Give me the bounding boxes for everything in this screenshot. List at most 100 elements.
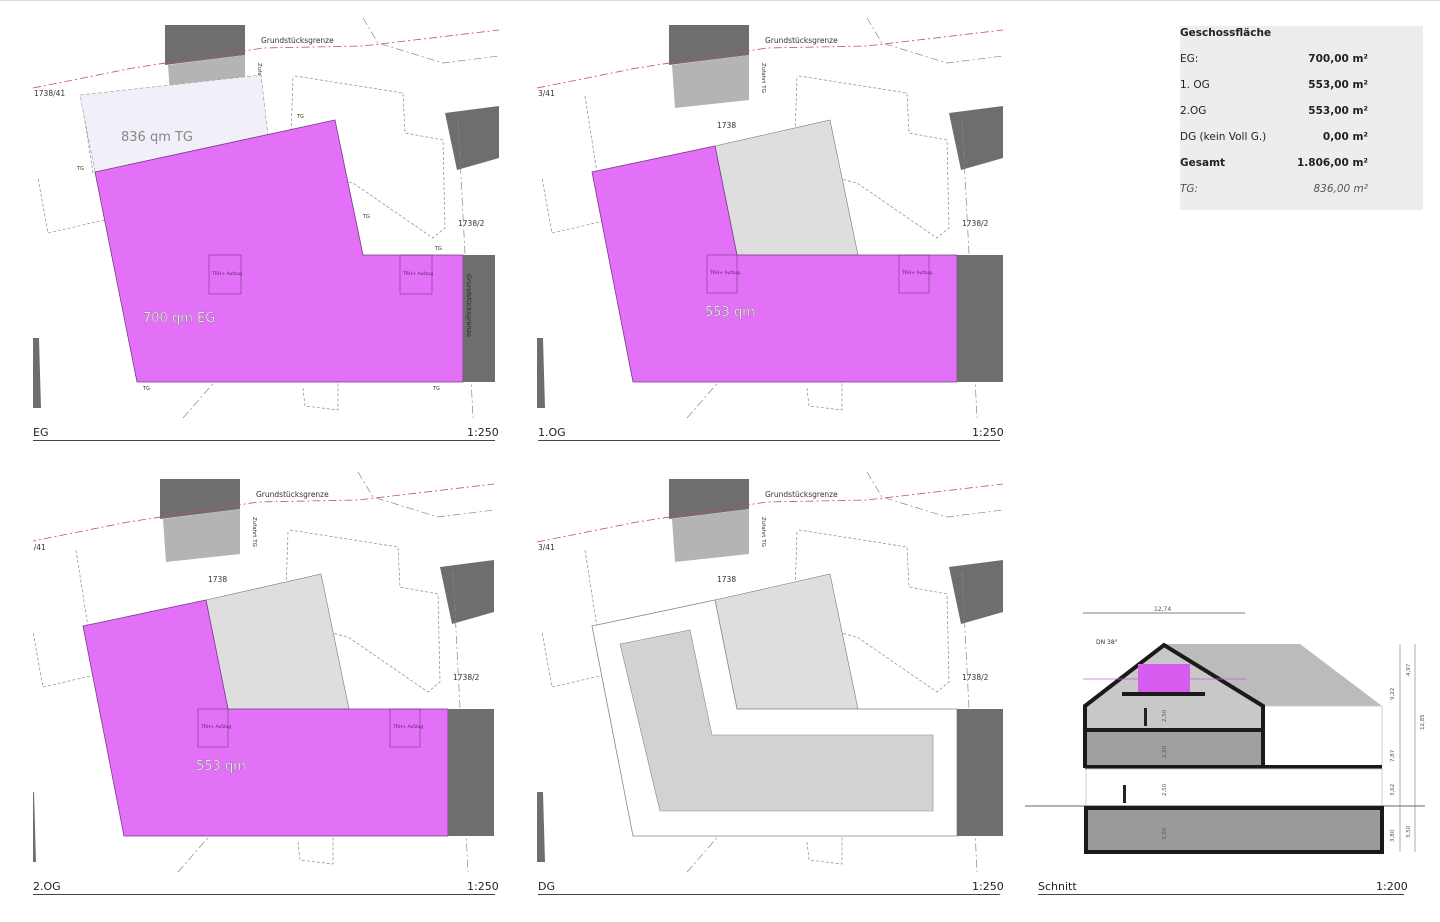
neighbor-building [33, 792, 36, 862]
svg-text:3,50: 3,50 [1406, 825, 1412, 838]
neighbor-building [957, 255, 1003, 382]
neighbor-building [445, 106, 499, 170]
property-line [537, 29, 1003, 89]
svg-text:2,50: 2,50 [1162, 783, 1168, 796]
stair-lift-label: TRH+ Aufzug [200, 724, 231, 730]
area-row-2og: 2.OG 553,00 m² [1180, 105, 1368, 117]
property-line [866, 18, 1003, 64]
neighbor-building [463, 255, 495, 382]
boundary-label: Grundstücksgrenze [765, 490, 838, 499]
tg-marker: TG [76, 166, 84, 172]
parcel-label: 1738/2 [962, 219, 989, 228]
plan-2og-title: 2.OG [33, 880, 61, 893]
neighbor-building [160, 479, 240, 519]
svg-text:3,00: 3,00 [1162, 827, 1168, 840]
caption-rule [33, 894, 495, 895]
parcel-label: 1738 [208, 575, 227, 584]
parcel-label: 1738 [717, 121, 736, 130]
plan-2og: Grundstücksgrenze 1738 1738/2 3/41 Zufahrt T… [33, 472, 499, 872]
neighbor-building [949, 106, 1003, 170]
area-table: Geschossfläche EG: 700,00 m² 1. OG 553,00 … [1180, 26, 1423, 210]
existing-tree-line [796, 75, 950, 239]
parcel-label: 1738 [717, 575, 736, 584]
upper-floor-setback [205, 573, 350, 710]
section-title: Schnitt [1038, 880, 1077, 893]
driveway-label: Zufahrt TG [760, 63, 766, 93]
property-line [357, 472, 495, 518]
boundary-label: Grundstücksgrenze [256, 490, 329, 499]
dg-floor-area [1138, 664, 1190, 692]
plan-dg-scale: 1:250 [972, 880, 1004, 893]
neighbor-building [165, 25, 245, 65]
stair-lift-label: TRH+ Aufzug [901, 270, 932, 276]
parcel-label: 1738/41 [34, 89, 65, 98]
plan-eg-scale: 1:250 [467, 426, 499, 439]
ground-floor [1085, 768, 1383, 807]
neighbor-building [448, 709, 494, 836]
upper-floor-setback [714, 573, 859, 710]
stair-lift-label: TRH+ Aufzug [211, 271, 242, 277]
neighbor-building [672, 509, 749, 562]
property-line [362, 18, 499, 64]
stair-lift-core [399, 254, 433, 295]
stair-lift-label: TRH+ Aufzug [709, 270, 740, 276]
plan-1og-title: 1.OG [538, 426, 566, 439]
driveway-label: Zufahrt TG [760, 517, 766, 547]
existing-tree-line [287, 529, 441, 693]
svg-text:4,97: 4,97 [1406, 663, 1412, 676]
svg-text:9,22: 9,22 [1390, 688, 1396, 700]
section-scale: 1:200 [1376, 880, 1408, 893]
plan-eg-title: EG [33, 426, 49, 439]
neighbor-building [33, 338, 41, 408]
roof-side [1164, 644, 1382, 706]
boundary-label: Grundstücksgrenze [261, 36, 334, 45]
person-figure-icon [1123, 785, 1126, 803]
existing-tree-line [292, 75, 446, 239]
dg-floor-area [619, 629, 934, 812]
svg-text:2,50: 2,50 [1162, 745, 1168, 758]
person-figure-icon [1144, 708, 1147, 726]
neighbor-building [669, 25, 749, 65]
tg-marker: TG [142, 386, 150, 392]
caption-rule [538, 894, 1000, 895]
svg-text:7,87: 7,87 [1390, 749, 1396, 762]
plan-2og-scale: 1:250 [467, 880, 499, 893]
existing-tree-line [796, 529, 950, 693]
svg-text:3,62: 3,62 [1390, 784, 1396, 796]
svg-text:3,80: 3,80 [1390, 829, 1396, 842]
parcel-label: 1738/2 [962, 673, 989, 682]
caption-rule [538, 440, 1000, 441]
tg-marker: TG [434, 246, 442, 252]
area-row-tg: TG: 836,00 m² [1180, 183, 1368, 195]
parcel-label: 3/41 [33, 543, 46, 552]
neighbor-building [669, 479, 749, 519]
stair-lift-label: TRH+ Aufzug [402, 271, 433, 277]
plan-dg: Grundstücksgrenze 1738 1738/2 3/41 Zufahrt T… [537, 472, 1003, 872]
neighbor-building [537, 338, 545, 408]
caption-rule [1038, 894, 1404, 895]
neighbor-building [957, 709, 1003, 836]
stair-lift-core [389, 708, 421, 748]
neighbor-building [163, 509, 240, 562]
area-row-1og: 1. OG 553,00 m² [1180, 79, 1368, 91]
boundary-label: Grundstücksgrenze [765, 36, 838, 45]
area-row-dg: DG (kein Voll G.) 0,00 m² [1180, 131, 1368, 143]
stair-lift-core [898, 254, 930, 294]
sheet-border [0, 0, 1440, 1]
tg-marker: TG [296, 114, 304, 120]
driveway-label: Zufahrt TG [251, 517, 257, 547]
upper-floor-setback [714, 119, 859, 256]
floor-2og [1087, 732, 1261, 766]
tg-basement [1084, 806, 1384, 854]
property-line [33, 29, 499, 89]
property-line [866, 472, 1003, 518]
property-line [537, 483, 1003, 543]
svg-text:12,85: 12,85 [1420, 714, 1426, 730]
neighbor-building [537, 792, 545, 862]
roof-pitch: DN 38° [1096, 639, 1118, 646]
svg-text:2,50: 2,50 [1162, 709, 1168, 722]
upper-rear-volume [1262, 705, 1383, 767]
floor-area-label: 700 qm EG [143, 311, 215, 326]
parcel-label: 3/41 [538, 543, 555, 552]
tg-marker: TG [432, 386, 440, 392]
